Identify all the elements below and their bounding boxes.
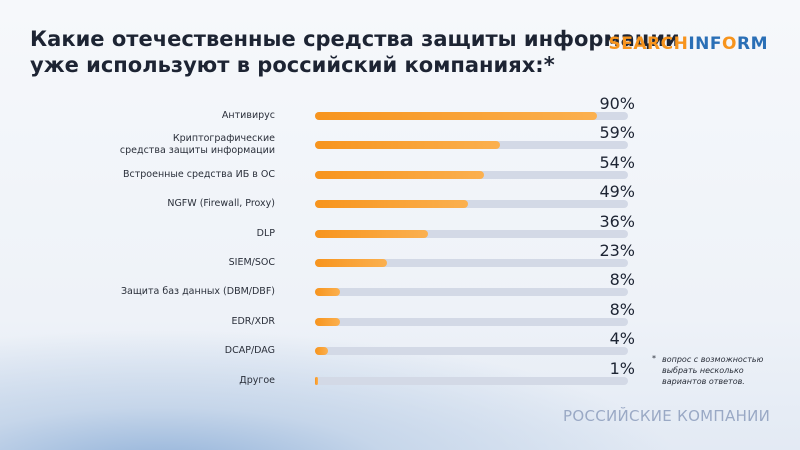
category-label: Антивирус <box>221 110 275 121</box>
value-label: 8% <box>609 299 635 319</box>
bar-track <box>315 347 628 356</box>
bar <box>315 141 500 150</box>
bar <box>315 317 341 326</box>
bar <box>315 288 341 297</box>
category-label: DLP <box>256 227 275 239</box>
bar <box>315 112 597 120</box>
bar-track <box>315 229 628 238</box>
value-label: 49% <box>599 182 635 202</box>
logo: SEARCHINFORM <box>609 34 768 54</box>
bar <box>315 200 469 209</box>
bar-track <box>315 376 628 385</box>
bar <box>315 376 319 385</box>
bar <box>315 170 485 179</box>
bar-track <box>315 200 628 209</box>
bar <box>315 259 387 267</box>
caption: РОССИЙСКИЕ КОМПАНИИ <box>563 407 771 425</box>
logo-part: RM <box>736 34 768 54</box>
category-label: DCAP/DAG <box>224 345 275 357</box>
bar-track <box>315 288 628 297</box>
category-label: Криптографические средства защиты информ… <box>119 133 275 157</box>
category-label: Другое <box>239 374 275 386</box>
value-label: 54% <box>599 152 635 172</box>
category-label: EDR/XDR <box>231 315 275 327</box>
value-label: 4% <box>609 329 635 349</box>
bar-track <box>315 317 628 326</box>
category-label: Защита баз данных (DBM/DBF) <box>120 286 275 298</box>
value-label: 90% <box>599 94 635 113</box>
value-label: 1% <box>609 358 635 378</box>
footnote: вопрос с возможностью выбрать несколько … <box>662 355 764 386</box>
footnote-marker: * <box>652 354 656 363</box>
logo-part: SEARCH <box>608 34 689 54</box>
bar <box>315 229 428 238</box>
value-label: 8% <box>609 270 635 290</box>
category-label: NGFW (Firewall, Proxy) <box>167 198 275 210</box>
value-label: 23% <box>599 241 635 260</box>
chart-title: Какие отечественные средства защиты инфо… <box>30 27 680 77</box>
bar <box>315 347 328 356</box>
bar-track <box>315 259 628 267</box>
value-label: 59% <box>599 123 635 143</box>
category-label: SIEM/SOC <box>228 257 275 268</box>
value-label: 36% <box>599 211 635 231</box>
logo-part: INF <box>688 34 723 54</box>
logo-part: O <box>722 34 737 54</box>
category-label: Встроенные средства ИБ в ОС <box>123 168 275 180</box>
